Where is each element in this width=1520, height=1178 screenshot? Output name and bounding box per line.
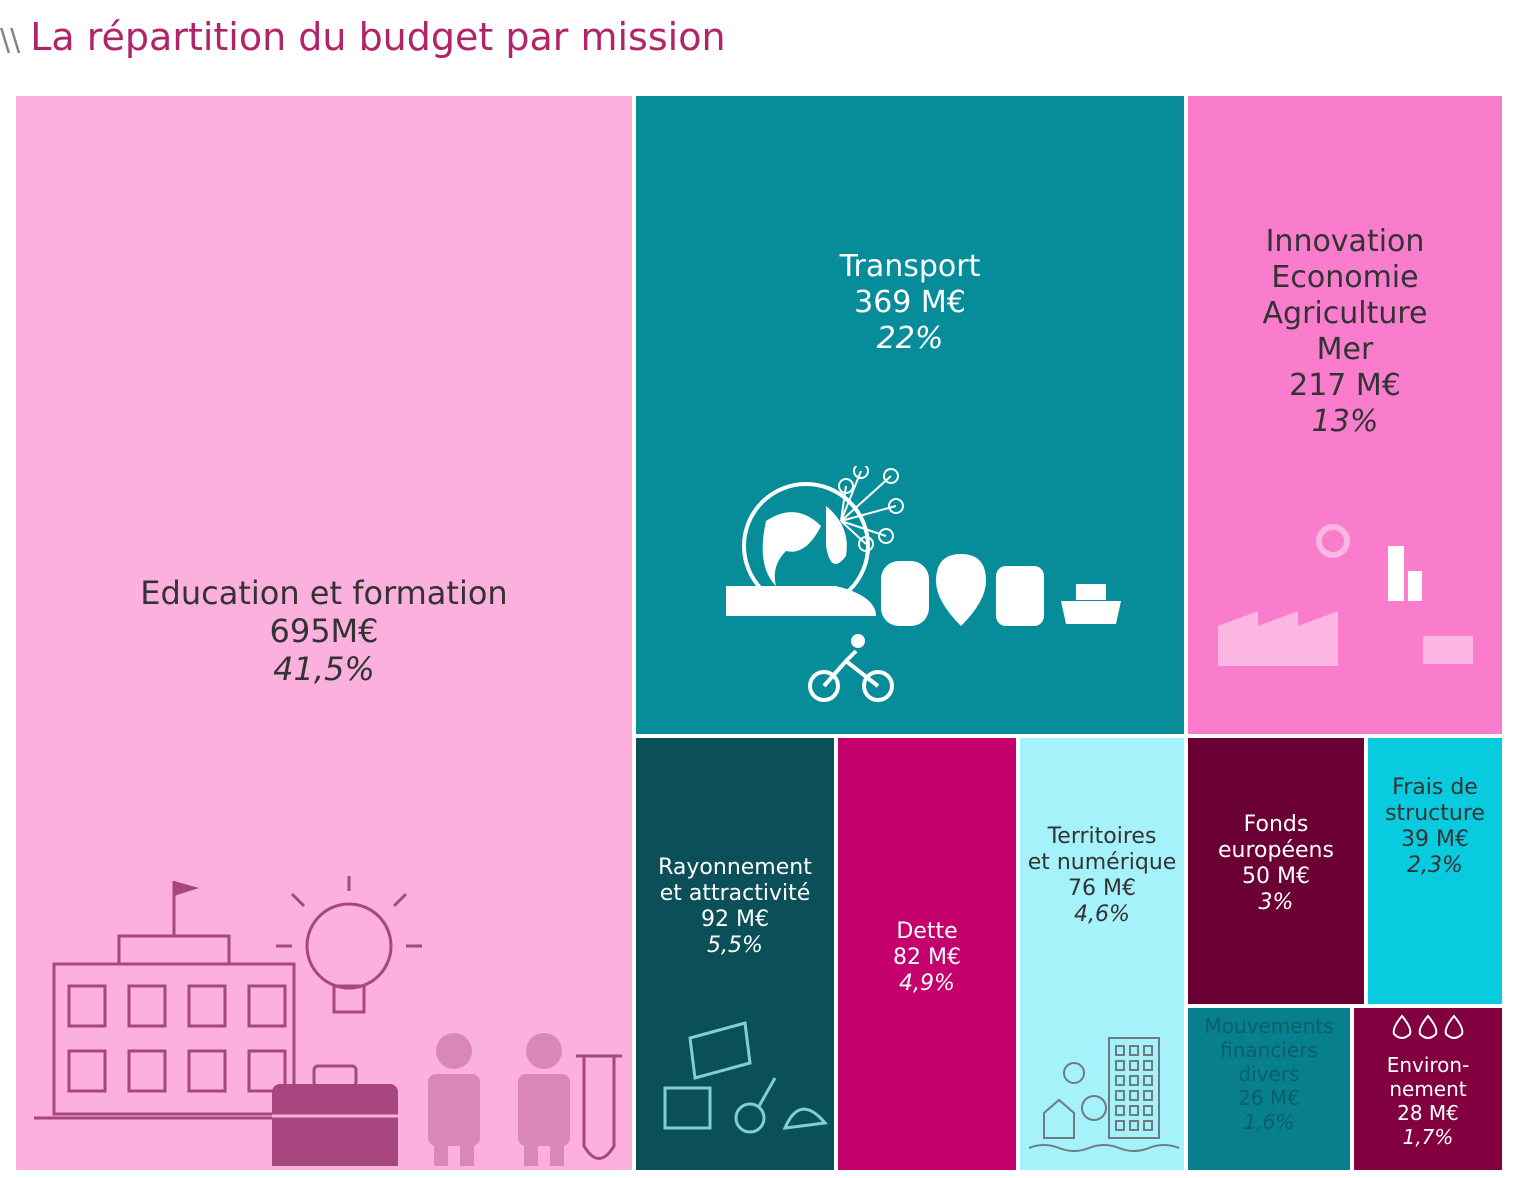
tile-label: Dette 82 M€ 4,9%	[838, 919, 1016, 997]
tile-name: Dette	[896, 919, 958, 944]
culture-icon	[663, 1021, 828, 1134]
tile-name: Territoires et numérique	[1027, 824, 1177, 875]
school-icon	[34, 876, 622, 1166]
tile-label: Mouvements financiers divers 26 M€ 1,6%	[1188, 1014, 1350, 1134]
tile-percent: 5,5%	[707, 933, 763, 958]
treemap-tile-mouvements: Mouvements financiers divers 26 M€ 1,6%	[1188, 1008, 1350, 1170]
treemap-tile-transport: Transport 369 M€ 22%	[636, 96, 1184, 734]
treemap-tile-education: Education et formation 695M€ 41,5%	[16, 96, 632, 1170]
treemap-tile-territoires: Territoires et numérique 76 M€ 4,6%	[1020, 738, 1184, 1170]
tile-value: 50 M€	[1242, 864, 1310, 889]
tile-value: 28 M€	[1397, 1101, 1459, 1125]
tile-label: Fonds européens 50 M€ 3%	[1188, 812, 1364, 916]
tile-percent: 3%	[1258, 890, 1294, 915]
tile-value: 82 M€	[893, 945, 961, 970]
tile-percent: 1,7%	[1402, 1125, 1454, 1149]
city-icon	[1028, 1037, 1180, 1152]
tile-name: Environ- nement	[1386, 1053, 1470, 1101]
tile-percent: 22%	[876, 321, 944, 356]
tile-name: Transport	[839, 249, 981, 284]
industry-icon	[1218, 524, 1473, 666]
tile-value: 369 M€	[854, 285, 966, 320]
tile-percent: 4,6%	[1074, 902, 1130, 927]
chart-title: \\ La répartition du budget par mission	[0, 12, 726, 62]
tile-label: Frais de structure 39 M€ 2,3%	[1368, 775, 1502, 879]
tile-value: 76 M€	[1068, 876, 1136, 901]
tile-name: Mouvements financiers divers	[1204, 1014, 1334, 1086]
tile-value: 39 M€	[1401, 827, 1469, 852]
treemap-tile-innovation: Innovation Economie Agriculture Mer 217 M…	[1188, 96, 1502, 734]
treemap-tile-dette: Dette 82 M€ 4,9%	[838, 738, 1016, 1170]
tile-name: Innovation Economie Agriculture Mer	[1262, 224, 1428, 367]
tile-label: Innovation Economie Agriculture Mer 217 M…	[1188, 224, 1502, 440]
tile-percent: 13%	[1311, 404, 1379, 439]
tile-label: Rayonnement et attractivité 92 M€ 5,5%	[636, 855, 834, 959]
tile-value: 26 M€	[1238, 1086, 1300, 1110]
tile-label: Territoires et numérique 76 M€ 4,6%	[1020, 824, 1184, 928]
title-prefix: \\	[0, 23, 21, 58]
tile-label: Environ- nement 28 M€ 1,7%	[1354, 1053, 1502, 1149]
tile-name: Frais de structure	[1385, 775, 1485, 826]
tile-value: 695M€	[269, 612, 379, 650]
tile-value: 92 M€	[701, 907, 769, 932]
treemap-tile-fonds: Fonds européens 50 M€ 3%	[1188, 738, 1364, 1004]
title-text: La répartition du budget par mission	[30, 15, 726, 59]
drops-icon	[1392, 1014, 1464, 1039]
tile-label: Education et formation 695M€ 41,5%	[16, 574, 632, 688]
transport-icon	[726, 466, 1121, 702]
treemap-tile-frais: Frais de structure 39 M€ 2,3%	[1368, 738, 1502, 1004]
treemap-tile-environnement: Environ- nement 28 M€ 1,7%	[1354, 1008, 1502, 1170]
tile-value: 217 M€	[1289, 368, 1401, 403]
tile-name: Fonds européens	[1218, 812, 1334, 863]
tile-percent: 2,3%	[1407, 853, 1463, 878]
tile-percent: 41,5%	[273, 650, 375, 688]
tile-label: Transport 369 M€ 22%	[636, 249, 1184, 357]
tile-percent: 1,6%	[1243, 1110, 1295, 1134]
tile-name: Education et formation	[140, 574, 508, 612]
treemap-tile-rayonnement: Rayonnement et attractivité 92 M€ 5,5%	[636, 738, 834, 1170]
tile-name: Rayonnement et attractivité	[658, 855, 812, 906]
tile-percent: 4,9%	[899, 971, 955, 996]
